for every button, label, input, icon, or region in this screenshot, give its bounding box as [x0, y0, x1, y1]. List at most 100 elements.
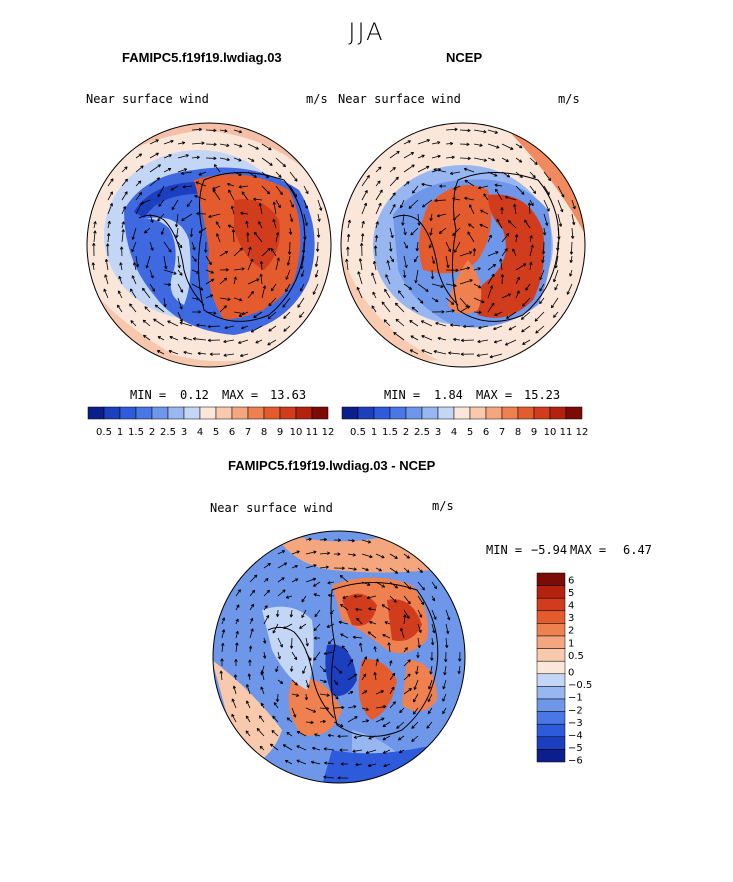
- panel3-colorbar-swatch: [536, 635, 566, 649]
- wind-vector: [543, 171, 552, 182]
- wind-vector: [463, 167, 475, 173]
- panel1-colorbar-tick-label: 1.5: [128, 427, 144, 438]
- panel2-colorbar-tick-label: 7: [499, 427, 505, 438]
- wind-vector: [314, 269, 319, 278]
- wind-vector: [389, 204, 396, 215]
- wind-vector: [483, 193, 489, 201]
- wind-vector: [399, 199, 405, 209]
- wind-vector: [555, 241, 560, 251]
- panel2-colorbar-swatch: [453, 406, 471, 420]
- wind-vector: [529, 199, 534, 207]
- wind-vector: [437, 336, 447, 341]
- wind-vector: [515, 143, 523, 149]
- wind-vector: [163, 154, 172, 159]
- wind-vector: [438, 227, 447, 235]
- wind-vector: [267, 311, 277, 320]
- wind-vector: [520, 311, 531, 320]
- wind-vector: [375, 705, 387, 709]
- wind-vector: [469, 204, 475, 215]
- wind-vector: [301, 609, 307, 619]
- panel1-map-border: [86, 122, 332, 368]
- wind-vector: [235, 642, 239, 653]
- panel3-colorbar-swatch: [536, 648, 566, 662]
- wind-vector: [253, 197, 263, 202]
- wind-vector: [275, 693, 280, 703]
- panel1-colorbar-tick-label: 4: [197, 427, 203, 438]
- wind-vector: [323, 747, 335, 751]
- panel2-colorbar-swatch: [405, 406, 423, 420]
- wind-vector: [371, 305, 377, 313]
- wind-vector: [569, 255, 573, 263]
- wind-vector: [403, 688, 412, 695]
- panel1-colorbar-swatch: [167, 406, 185, 420]
- wind-vector: [352, 635, 363, 640]
- wind-vector: [443, 665, 447, 676]
- wind-vector: [247, 246, 252, 257]
- wind-vector: [477, 185, 489, 190]
- wind-vector: [347, 553, 356, 557]
- wind-vector: [417, 595, 425, 606]
- wind-vector: [198, 227, 207, 234]
- wind-vector: [319, 537, 328, 542]
- wind-vector: [529, 157, 538, 165]
- wind-vector: [316, 227, 321, 238]
- wind-vector: [557, 199, 564, 213]
- wind-vector: [149, 177, 161, 187]
- panel2-colorbar-tick-label: 10: [544, 427, 557, 438]
- wind-vector: [417, 213, 421, 226]
- wind-vector: [543, 185, 550, 196]
- wind-vector: [554, 255, 559, 269]
- wind-vector: [272, 623, 279, 634]
- wind-vector: [291, 550, 300, 555]
- wind-vector: [163, 282, 172, 287]
- wind-vector: [421, 335, 433, 341]
- wind-vector: [416, 651, 420, 659]
- wind-vector: [384, 288, 391, 299]
- wind-vector: [142, 319, 151, 327]
- wind-vector: [92, 242, 96, 257]
- panel3-colorbar-tick-label: 4: [568, 601, 574, 612]
- wind-vector: [313, 636, 321, 640]
- wind-vector: [476, 353, 489, 357]
- wind-vector: [233, 171, 242, 176]
- wind-vector: [248, 659, 252, 667]
- wind-vector: [233, 267, 245, 271]
- wind-vector: [453, 185, 461, 190]
- wind-vector: [143, 334, 151, 341]
- wind-vector: [270, 247, 277, 257]
- wind-vector: [553, 269, 559, 283]
- wind-vector: [119, 262, 123, 271]
- panel3-colorbar-swatch: [536, 660, 566, 675]
- wind-vector: [319, 551, 331, 555]
- wind-vector: [434, 198, 447, 203]
- panel1-colorbar-tick-label: 2: [149, 427, 155, 438]
- wind-vector: [238, 185, 249, 189]
- wind-vector: [191, 269, 200, 274]
- panel3-colorbar-swatch: [536, 572, 566, 586]
- wind-vector: [205, 128, 217, 133]
- wind-vector: [452, 197, 461, 201]
- wind-vector: [205, 294, 214, 299]
- wind-vector: [445, 255, 450, 268]
- wind-vector: [473, 143, 483, 147]
- wind-vector: [333, 665, 343, 674]
- wind-vector: [121, 229, 125, 243]
- wind-vector: [253, 231, 263, 243]
- wind-vector: [508, 325, 517, 331]
- wind-vector: [462, 324, 475, 329]
- panel3-colorbar-swatch: [536, 673, 566, 687]
- wind-vector: [207, 338, 221, 343]
- wind-vector: [263, 605, 268, 611]
- wind-vector: [219, 305, 227, 313]
- wind-vector: [375, 581, 386, 588]
- wind-vector: [163, 269, 177, 275]
- wind-vector: [541, 255, 545, 264]
- wind-vector: [285, 595, 293, 599]
- wind-vector: [459, 279, 473, 285]
- wind-vector: [397, 290, 405, 299]
- wind-vector: [131, 227, 137, 240]
- wind-vector: [311, 746, 321, 751]
- wind-vector: [205, 142, 217, 147]
- wind-vector: [527, 202, 532, 215]
- panel3-colorbar-tick-label: 2: [568, 626, 574, 637]
